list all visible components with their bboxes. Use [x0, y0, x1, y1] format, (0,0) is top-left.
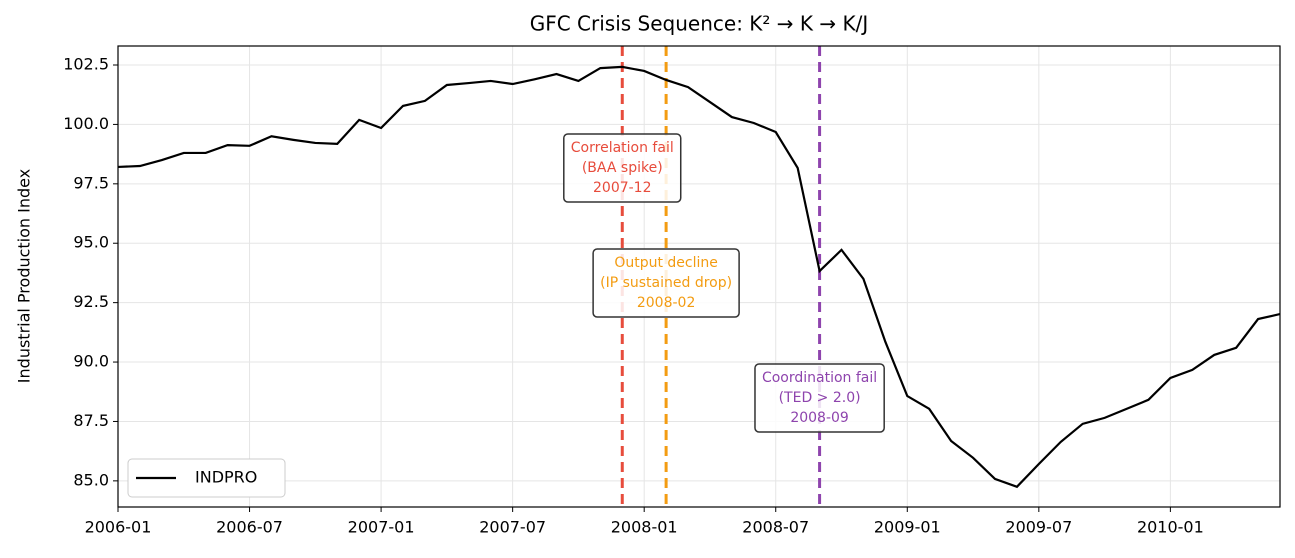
y-tick-label: 100.0	[63, 114, 109, 133]
x-tick-label: 2009-07	[1005, 518, 1072, 537]
annotation-text: 2008-02	[637, 295, 696, 311]
y-tick-label: 92.5	[73, 292, 109, 311]
y-tick-label: 87.5	[73, 411, 109, 430]
x-tick-label: 2010-01	[1137, 518, 1204, 537]
y-tick-label: 97.5	[73, 173, 109, 192]
x-tick-label: 2007-07	[479, 518, 546, 537]
x-tick-label: 2008-01	[611, 518, 678, 537]
x-tick-label: 2006-07	[216, 518, 283, 537]
y-tick-label: 95.0	[73, 233, 109, 252]
annotation-box	[563, 133, 682, 203]
annotation: Coordination fail (TED > 2.0) 2008-09	[754, 363, 885, 433]
legend-box	[127, 458, 286, 498]
annotation-box	[592, 248, 740, 318]
plot-frame	[117, 45, 1281, 508]
y-tick-label: 90.0	[73, 352, 109, 371]
x-tick-label: 2008-07	[742, 518, 809, 537]
annotation-text: Coordination fail	[762, 370, 877, 386]
annotation-text: 2007-12	[593, 180, 652, 196]
x-tick-label: 2006-01	[85, 518, 152, 537]
y-tick-label: 102.5	[63, 55, 109, 74]
series-line	[118, 65, 1280, 489]
annotation: Correlation fail (BAA spike) 2007-12	[563, 133, 682, 203]
annotation-text: Correlation fail	[571, 140, 674, 156]
annotation-text: (TED > 2.0)	[779, 390, 861, 406]
annotation-text: (BAA spike)	[582, 160, 663, 176]
annotation-box	[754, 363, 885, 433]
annotation-text: 2008-09	[790, 410, 849, 426]
x-tick-label: 2007-01	[348, 518, 415, 537]
annotation-text: (IP sustained drop)	[600, 275, 732, 291]
annotation: Output decline (IP sustained drop) 2008-02	[592, 248, 740, 318]
legend: INDPRO	[127, 458, 286, 498]
y-axis-label: Industrial Production Index	[15, 169, 34, 383]
x-tick-label: 2009-01	[874, 518, 941, 537]
legend-label: INDPRO	[195, 468, 257, 487]
chart-title: GFC Crisis Sequence: K² → K → K/J	[530, 12, 869, 36]
y-tick-label: 85.0	[73, 470, 109, 489]
annotation-text: Output decline	[614, 255, 718, 271]
